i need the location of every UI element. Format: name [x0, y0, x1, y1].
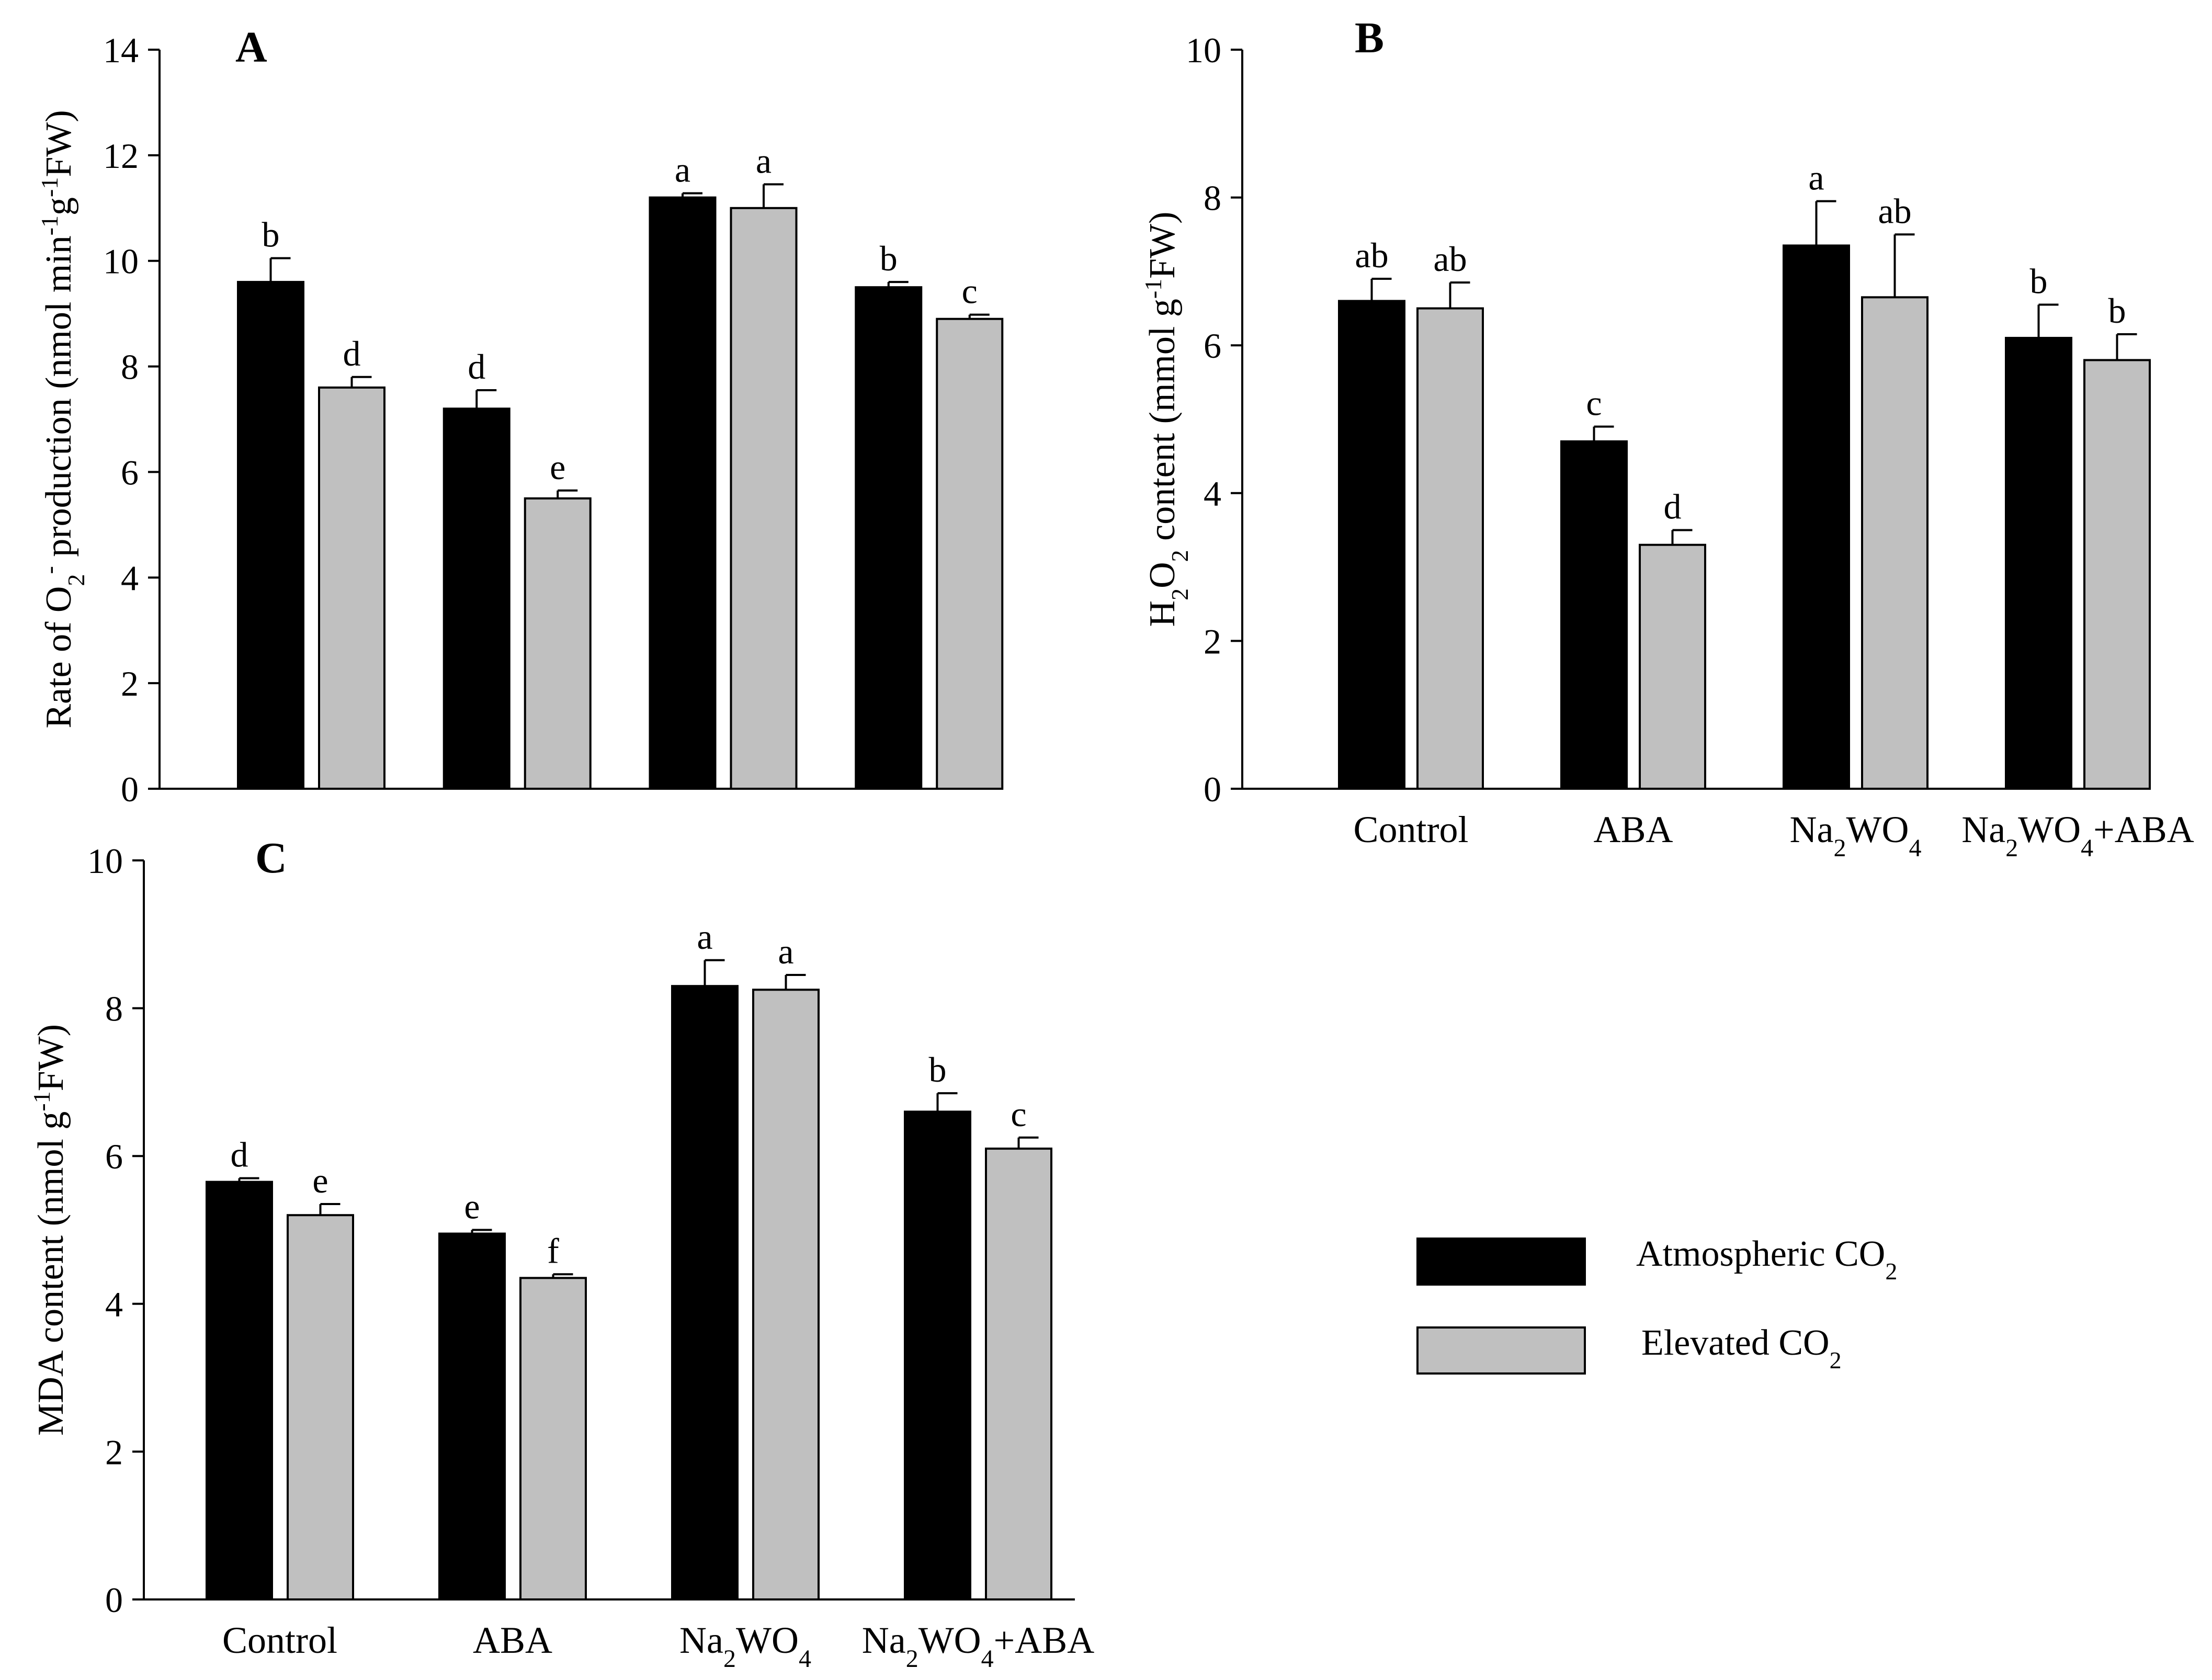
bar-b-s2-1: [1416, 307, 1484, 790]
significance-letter-b-s2-1: ab: [1433, 239, 1467, 279]
legend-swatch-atmospheric: [1416, 1238, 1586, 1286]
y-tick-label-b: 4: [1204, 474, 1221, 514]
legend-label-atmospheric: Atmospheric CO2: [1636, 1234, 1897, 1285]
significance-letter-a-s1-2: d: [468, 347, 485, 387]
bar-c-s1-1: [206, 1180, 273, 1600]
y-tick-label-c: 10: [87, 841, 123, 881]
bar-a-s1-3: [649, 196, 717, 790]
bar-c-s2-4: [985, 1148, 1052, 1601]
category-label-c: ABA: [473, 1619, 552, 1661]
y-tick-label-b: 10: [1186, 30, 1221, 70]
bar-c-s2-3: [752, 989, 820, 1600]
significance-letter-c-s2-1: e: [312, 1161, 328, 1200]
y-tick-label-a: 4: [121, 558, 139, 598]
y-tick-label-a: 10: [103, 242, 139, 281]
legend-label-elevated: Elevated CO2: [1641, 1323, 1842, 1373]
bar-a-s2-4: [936, 317, 1004, 790]
significance-letter-b-s2-3: ab: [1878, 191, 1911, 231]
y-axis-label-c: MDA content (nmol g-1FW): [28, 1024, 72, 1436]
significance-letter-c-s2-2: f: [547, 1231, 559, 1270]
significance-letter-c-s2-4: c: [1011, 1094, 1026, 1134]
bar-c-s2-1: [287, 1214, 354, 1600]
y-tick-label-b: 2: [1204, 621, 1221, 661]
category-label-b: Na2WO4: [1790, 809, 1922, 862]
bar-b-s1-1: [1338, 300, 1405, 790]
bar-a-s2-1: [318, 386, 385, 790]
y-tick-label-a: 8: [121, 347, 139, 387]
y-tick-label-a: 2: [121, 664, 139, 703]
panel-c: 0 2 4 6 8 10 MDA content (nmol g-1FW) Cd e a b e f a c…: [28, 834, 1095, 1673]
category-label-b: Na2WO4+ABA: [1961, 809, 2194, 862]
category-label-c: Control: [222, 1619, 337, 1661]
panel-label-c: C: [255, 834, 287, 882]
y-tick-label-a: 14: [103, 30, 139, 70]
y-tick-label-a: 0: [121, 769, 139, 809]
bar-b-s1-2: [1560, 440, 1628, 790]
bar-b-s1-4: [2005, 337, 2072, 790]
significance-letter-a-s1-4: b: [880, 239, 898, 278]
legend: Atmospheric CO2 Elevated CO2: [1416, 1234, 1897, 1375]
significance-letter-a-s2-2: e: [550, 447, 565, 487]
y-axis-label-a: Rate of O2- production (nmol min-1g-1FW): [36, 110, 89, 728]
significance-letter-a-s1-3: a: [675, 150, 690, 190]
bar-a-s1-2: [443, 407, 511, 790]
significance-letter-c-s2-3: a: [778, 932, 793, 971]
y-axis-label-b: H2O2 content (mmol g-1FW): [1140, 212, 1193, 627]
significance-letter-b-s2-2: d: [1664, 486, 1682, 526]
bar-a-s1-4: [855, 286, 923, 790]
y-tick-label-a: 6: [121, 452, 139, 492]
bar-c-s1-2: [438, 1232, 506, 1600]
bar-a-s1-1: [237, 281, 304, 790]
bar-a-s2-3: [730, 207, 798, 790]
significance-letter-b-s1-2: c: [1586, 383, 1602, 423]
significance-letter-c-s1-3: a: [697, 917, 712, 957]
category-label-c: Na2WO4+ABA: [862, 1619, 1095, 1673]
y-tick-label-c: 2: [105, 1432, 123, 1472]
legend-swatch-elevated: [1416, 1326, 1586, 1375]
bar-c-s1-4: [904, 1110, 971, 1600]
panel-label-b: B: [1355, 14, 1384, 62]
bar-b-s2-2: [1639, 543, 1706, 790]
significance-letter-a-s2-3: a: [756, 141, 772, 180]
bar-b-s1-3: [1783, 244, 1850, 790]
significance-letter-a-s2-4: c: [962, 271, 978, 311]
y-tick-label-c: 0: [105, 1580, 123, 1620]
bar-c-s1-3: [671, 985, 739, 1600]
bar-b-s2-3: [1861, 296, 1929, 790]
y-tick-label-c: 6: [105, 1137, 123, 1176]
y-tick-label-b: 8: [1204, 178, 1221, 218]
significance-letter-b-s1-3: a: [1808, 158, 1824, 198]
y-tick-label-c: 8: [105, 989, 123, 1029]
category-label-b: ABA: [1593, 809, 1673, 850]
significance-letter-a-s1-1: b: [262, 215, 280, 255]
bar-c-s2-2: [519, 1277, 587, 1600]
significance-letter-b-s1-4: b: [2030, 261, 2048, 301]
significance-letter-a-s2-1: d: [343, 334, 361, 373]
y-tick-label-a: 12: [103, 136, 139, 176]
category-label-c: Na2WO4: [679, 1619, 811, 1673]
y-tick-label-b: 0: [1204, 769, 1221, 809]
significance-letter-b-s2-4: b: [2108, 291, 2126, 331]
category-label-b: Control: [1353, 809, 1468, 850]
panel-label-a: A: [235, 23, 267, 72]
significance-letter-b-s1-1: ab: [1355, 235, 1388, 275]
panel-a: 0 2 4 6 8 10 12 14 Rate of O2- production (nmol …: [36, 23, 1004, 809]
significance-letter-c-s1-4: b: [929, 1050, 947, 1089]
significance-letter-c-s1-2: e: [464, 1187, 480, 1227]
bar-a-s2-2: [524, 497, 592, 790]
y-tick-label-b: 6: [1204, 326, 1221, 366]
bar-b-s2-4: [2083, 359, 2151, 790]
y-tick-label-c: 4: [105, 1285, 123, 1324]
significance-letter-c-s1-1: d: [231, 1135, 248, 1175]
